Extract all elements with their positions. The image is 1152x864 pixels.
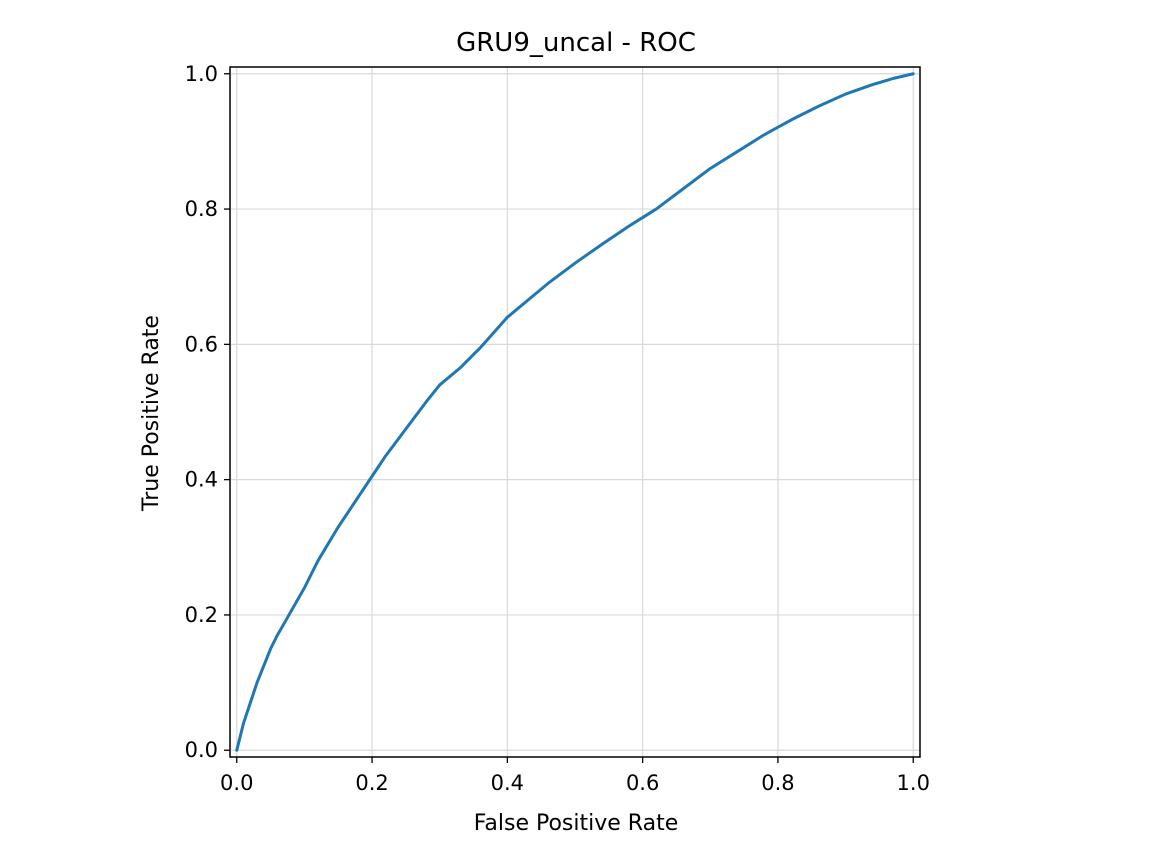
y-tick-label: 0.0	[185, 738, 218, 762]
series-layer	[235, 72, 915, 752]
x-tick-label: 0.6	[626, 771, 659, 795]
y-tick-label: 0.8	[185, 197, 218, 221]
x-tick-label: 0.2	[355, 771, 388, 795]
y-axis-label: True Positive Rate	[139, 315, 164, 512]
chart-title: GRU9_uncal - ROC	[456, 28, 696, 58]
x-axis-label: False Positive Rate	[474, 811, 678, 836]
roc-curve-line	[235, 72, 915, 752]
plot-frame	[229, 66, 921, 758]
x-tick-label: 0.8	[761, 771, 794, 795]
grid-lines	[230, 67, 920, 757]
y-tick-label: 0.6	[185, 332, 218, 356]
y-tick-label: 1.0	[185, 62, 218, 86]
x-tick-label: 0.4	[491, 771, 524, 795]
y-tick-label: 0.4	[185, 468, 218, 492]
x-tick-label: 0.0	[220, 771, 253, 795]
x-axis: 0.0 0.2 0.4 0.6 0.8 1.0	[220, 757, 930, 795]
x-tick-label: 1.0	[897, 771, 930, 795]
y-axis: 0.0 0.2 0.4 0.6 0.8 1.0	[185, 62, 230, 762]
y-tick-label: 0.2	[185, 603, 218, 627]
